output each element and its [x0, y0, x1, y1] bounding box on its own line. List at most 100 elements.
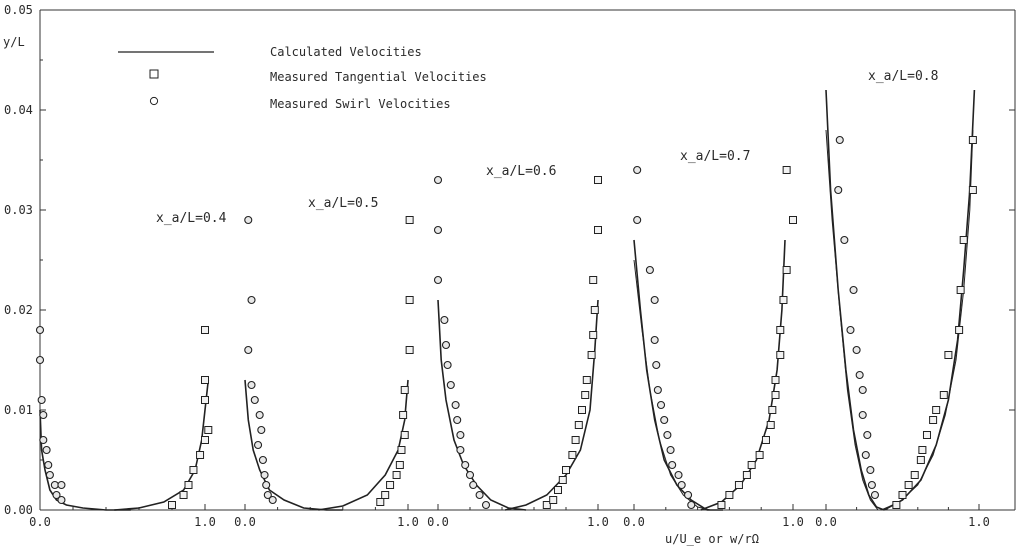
- tangential-point: [399, 411, 408, 419]
- tangential-point: [761, 436, 770, 444]
- tangential-point: [549, 496, 558, 504]
- tangential-point: [779, 296, 788, 304]
- x-axis: 0.0 1.0 0.0 1.0 0.0 1.0 0.0 1.0 0.0 1.0: [29, 504, 990, 529]
- tangential-point: [782, 266, 791, 274]
- tangential-point: [204, 426, 213, 434]
- x-tick-label: 0.0: [29, 515, 51, 529]
- swirl-point: [481, 500, 491, 510]
- swirl-point: [451, 400, 460, 410]
- tangential-point: [574, 421, 583, 429]
- tangential-point: [400, 386, 409, 394]
- tangential-point: [168, 501, 176, 509]
- tangential-point: [944, 351, 953, 359]
- swirl-point: [687, 500, 696, 510]
- swirl-point: [263, 490, 272, 500]
- swirl-point: [253, 440, 263, 450]
- y-tick-label: 0.01: [4, 403, 33, 417]
- tangential-point: [395, 461, 404, 469]
- tangential-point: [568, 451, 577, 459]
- tangential-point: [898, 491, 907, 499]
- x-tick-label: 1.0: [782, 515, 804, 529]
- swirl-point: [835, 135, 844, 145]
- swirl-point: [858, 385, 867, 395]
- swirl-point: [666, 445, 675, 455]
- tangential-point: [201, 326, 209, 334]
- tangential-point: [571, 436, 580, 444]
- swirl-point: [446, 380, 455, 390]
- x-tick-label: 1.0: [397, 515, 419, 529]
- station-label: x_a/L=0.6: [486, 164, 556, 179]
- tangential-point: [589, 276, 598, 284]
- tangential-point: [582, 376, 591, 384]
- tangential-point: [581, 391, 590, 399]
- swirl-point: [674, 470, 683, 480]
- swirl-point: [255, 410, 264, 420]
- swirl-point: [660, 415, 669, 425]
- swirl-point: [260, 470, 269, 480]
- tangential-point: [755, 451, 764, 459]
- tangential-point: [725, 491, 734, 499]
- swirl-point: [247, 295, 256, 305]
- tangential-point: [558, 476, 567, 484]
- tangential-point: [400, 431, 409, 439]
- swirl-point: [244, 345, 253, 355]
- tangential-point: [771, 376, 780, 384]
- swirl-point: [656, 400, 666, 410]
- calculated-curve: [883, 89, 976, 511]
- swirl-point: [42, 445, 51, 455]
- swirl-point: [44, 460, 53, 470]
- tangential-point: [392, 471, 401, 479]
- tangential-point: [381, 491, 390, 499]
- tangential-point: [562, 466, 570, 474]
- station-label: x_a/L=0.4: [156, 211, 227, 226]
- swirl-point: [469, 480, 478, 490]
- tangential-point: [589, 331, 598, 339]
- tangential-point: [916, 456, 925, 464]
- tangential-point: [201, 396, 209, 404]
- swirl-point: [663, 430, 672, 440]
- tangential-point: [910, 471, 919, 479]
- calculated-curve: [318, 379, 409, 511]
- calculated-curve: [700, 239, 786, 511]
- tangential-point: [918, 446, 927, 454]
- tangential-point: [968, 186, 977, 194]
- legend: Calculated Velocities Measured Tangentia…: [118, 45, 487, 111]
- tangential-point: [956, 286, 965, 294]
- x-tick-label: 0.0: [815, 515, 837, 529]
- swirl-point: [433, 275, 443, 285]
- tangential-point: [405, 216, 414, 224]
- tangential-point: [789, 216, 797, 224]
- swirl-point: [867, 480, 876, 490]
- tangential-point: [768, 406, 777, 414]
- swirl-point: [858, 410, 867, 420]
- swirl-point: [57, 495, 66, 505]
- tangential-point: [734, 481, 743, 489]
- swirl-point: [456, 430, 465, 440]
- tangential-point: [904, 481, 913, 489]
- station-label: x_a/L=0.8: [868, 69, 938, 84]
- swirl-point: [870, 490, 880, 500]
- tangential-point: [892, 501, 901, 509]
- tangential-point: [179, 491, 188, 499]
- tangential-point: [594, 176, 602, 184]
- swirl-point: [50, 480, 59, 490]
- x-tick-label: 0.0: [234, 515, 256, 529]
- calculated-curve: [825, 129, 879, 511]
- swirl-point: [849, 285, 858, 295]
- tangential-point: [742, 471, 751, 479]
- tangential-point: [747, 461, 756, 469]
- y-tick-label: 0.05: [4, 3, 33, 17]
- swirl-point: [433, 175, 443, 185]
- swirl-point: [39, 435, 48, 445]
- tangential-point: [554, 486, 562, 494]
- swirl-point: [443, 360, 452, 370]
- swirl-point: [650, 295, 659, 305]
- tangential-point: [196, 451, 205, 459]
- panel-1: x_a/L=0.4: [35, 211, 227, 511]
- swirl-point: [652, 360, 661, 370]
- swirl-point: [461, 460, 470, 470]
- y-axis-label: y/L: [3, 35, 25, 49]
- swirl-point: [475, 490, 484, 500]
- tangential-point: [922, 431, 931, 439]
